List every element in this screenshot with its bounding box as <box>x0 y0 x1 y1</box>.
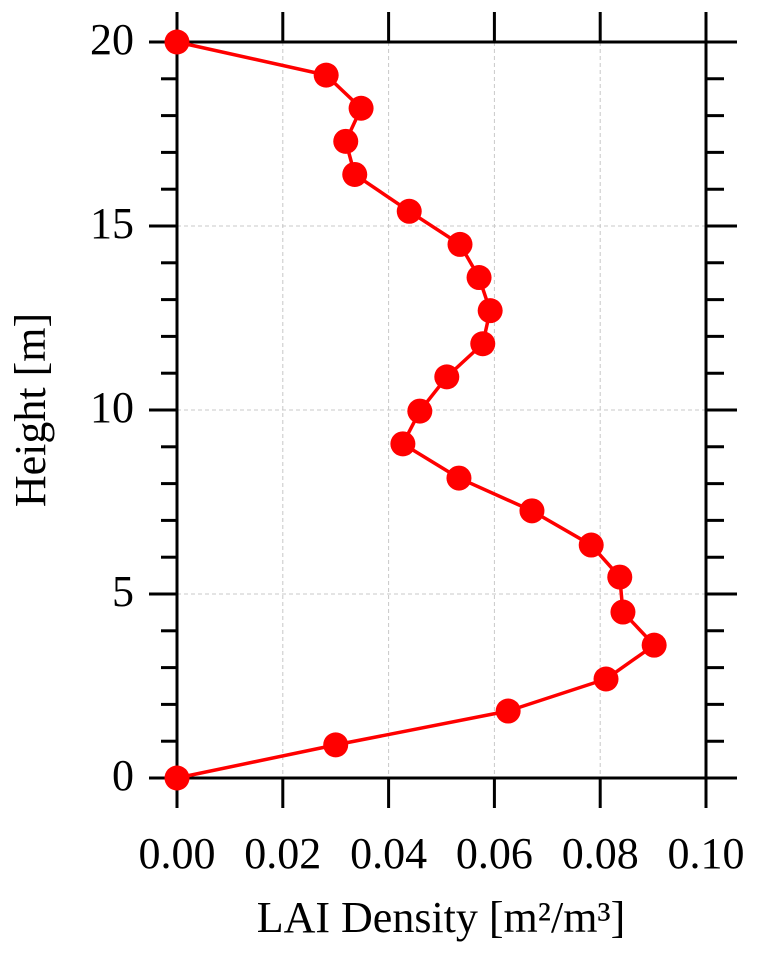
data-point <box>333 128 359 154</box>
data-point <box>396 198 422 224</box>
data-point <box>434 364 460 390</box>
data-point <box>593 666 619 692</box>
data-point <box>447 231 473 257</box>
y-tick-label: 15 <box>90 199 134 248</box>
data-point <box>470 331 496 357</box>
y-tick-label: 5 <box>112 567 134 616</box>
data-point <box>610 599 636 625</box>
y-tick-label: 10 <box>90 383 134 432</box>
y-tick-label: 20 <box>90 15 134 64</box>
x-tick-label: 0.04 <box>350 829 427 878</box>
data-point <box>342 161 368 187</box>
data-point <box>607 564 633 590</box>
data-point <box>446 465 472 491</box>
y-axis-label: Height [m] <box>6 313 55 507</box>
x-axis-label: LAI Density [m²/m³] <box>257 893 626 942</box>
data-point <box>578 532 604 558</box>
y-tick-label: 0 <box>112 751 134 800</box>
x-tick-label: 0.02 <box>244 829 321 878</box>
data-point <box>519 498 545 524</box>
data-point <box>164 765 190 791</box>
x-tick-label: 0.06 <box>456 829 533 878</box>
data-point <box>323 732 349 758</box>
data-point <box>348 95 374 121</box>
x-tick-label: 0.00 <box>139 829 216 878</box>
data-point <box>407 398 433 424</box>
data-point <box>390 431 416 457</box>
data-point <box>641 632 667 658</box>
data-point <box>313 62 339 88</box>
data-point <box>495 698 521 724</box>
data-point <box>477 298 503 324</box>
data-point <box>466 265 492 291</box>
x-tick-label: 0.10 <box>668 829 745 878</box>
x-tick-label: 0.08 <box>562 829 639 878</box>
data-point <box>164 29 190 55</box>
